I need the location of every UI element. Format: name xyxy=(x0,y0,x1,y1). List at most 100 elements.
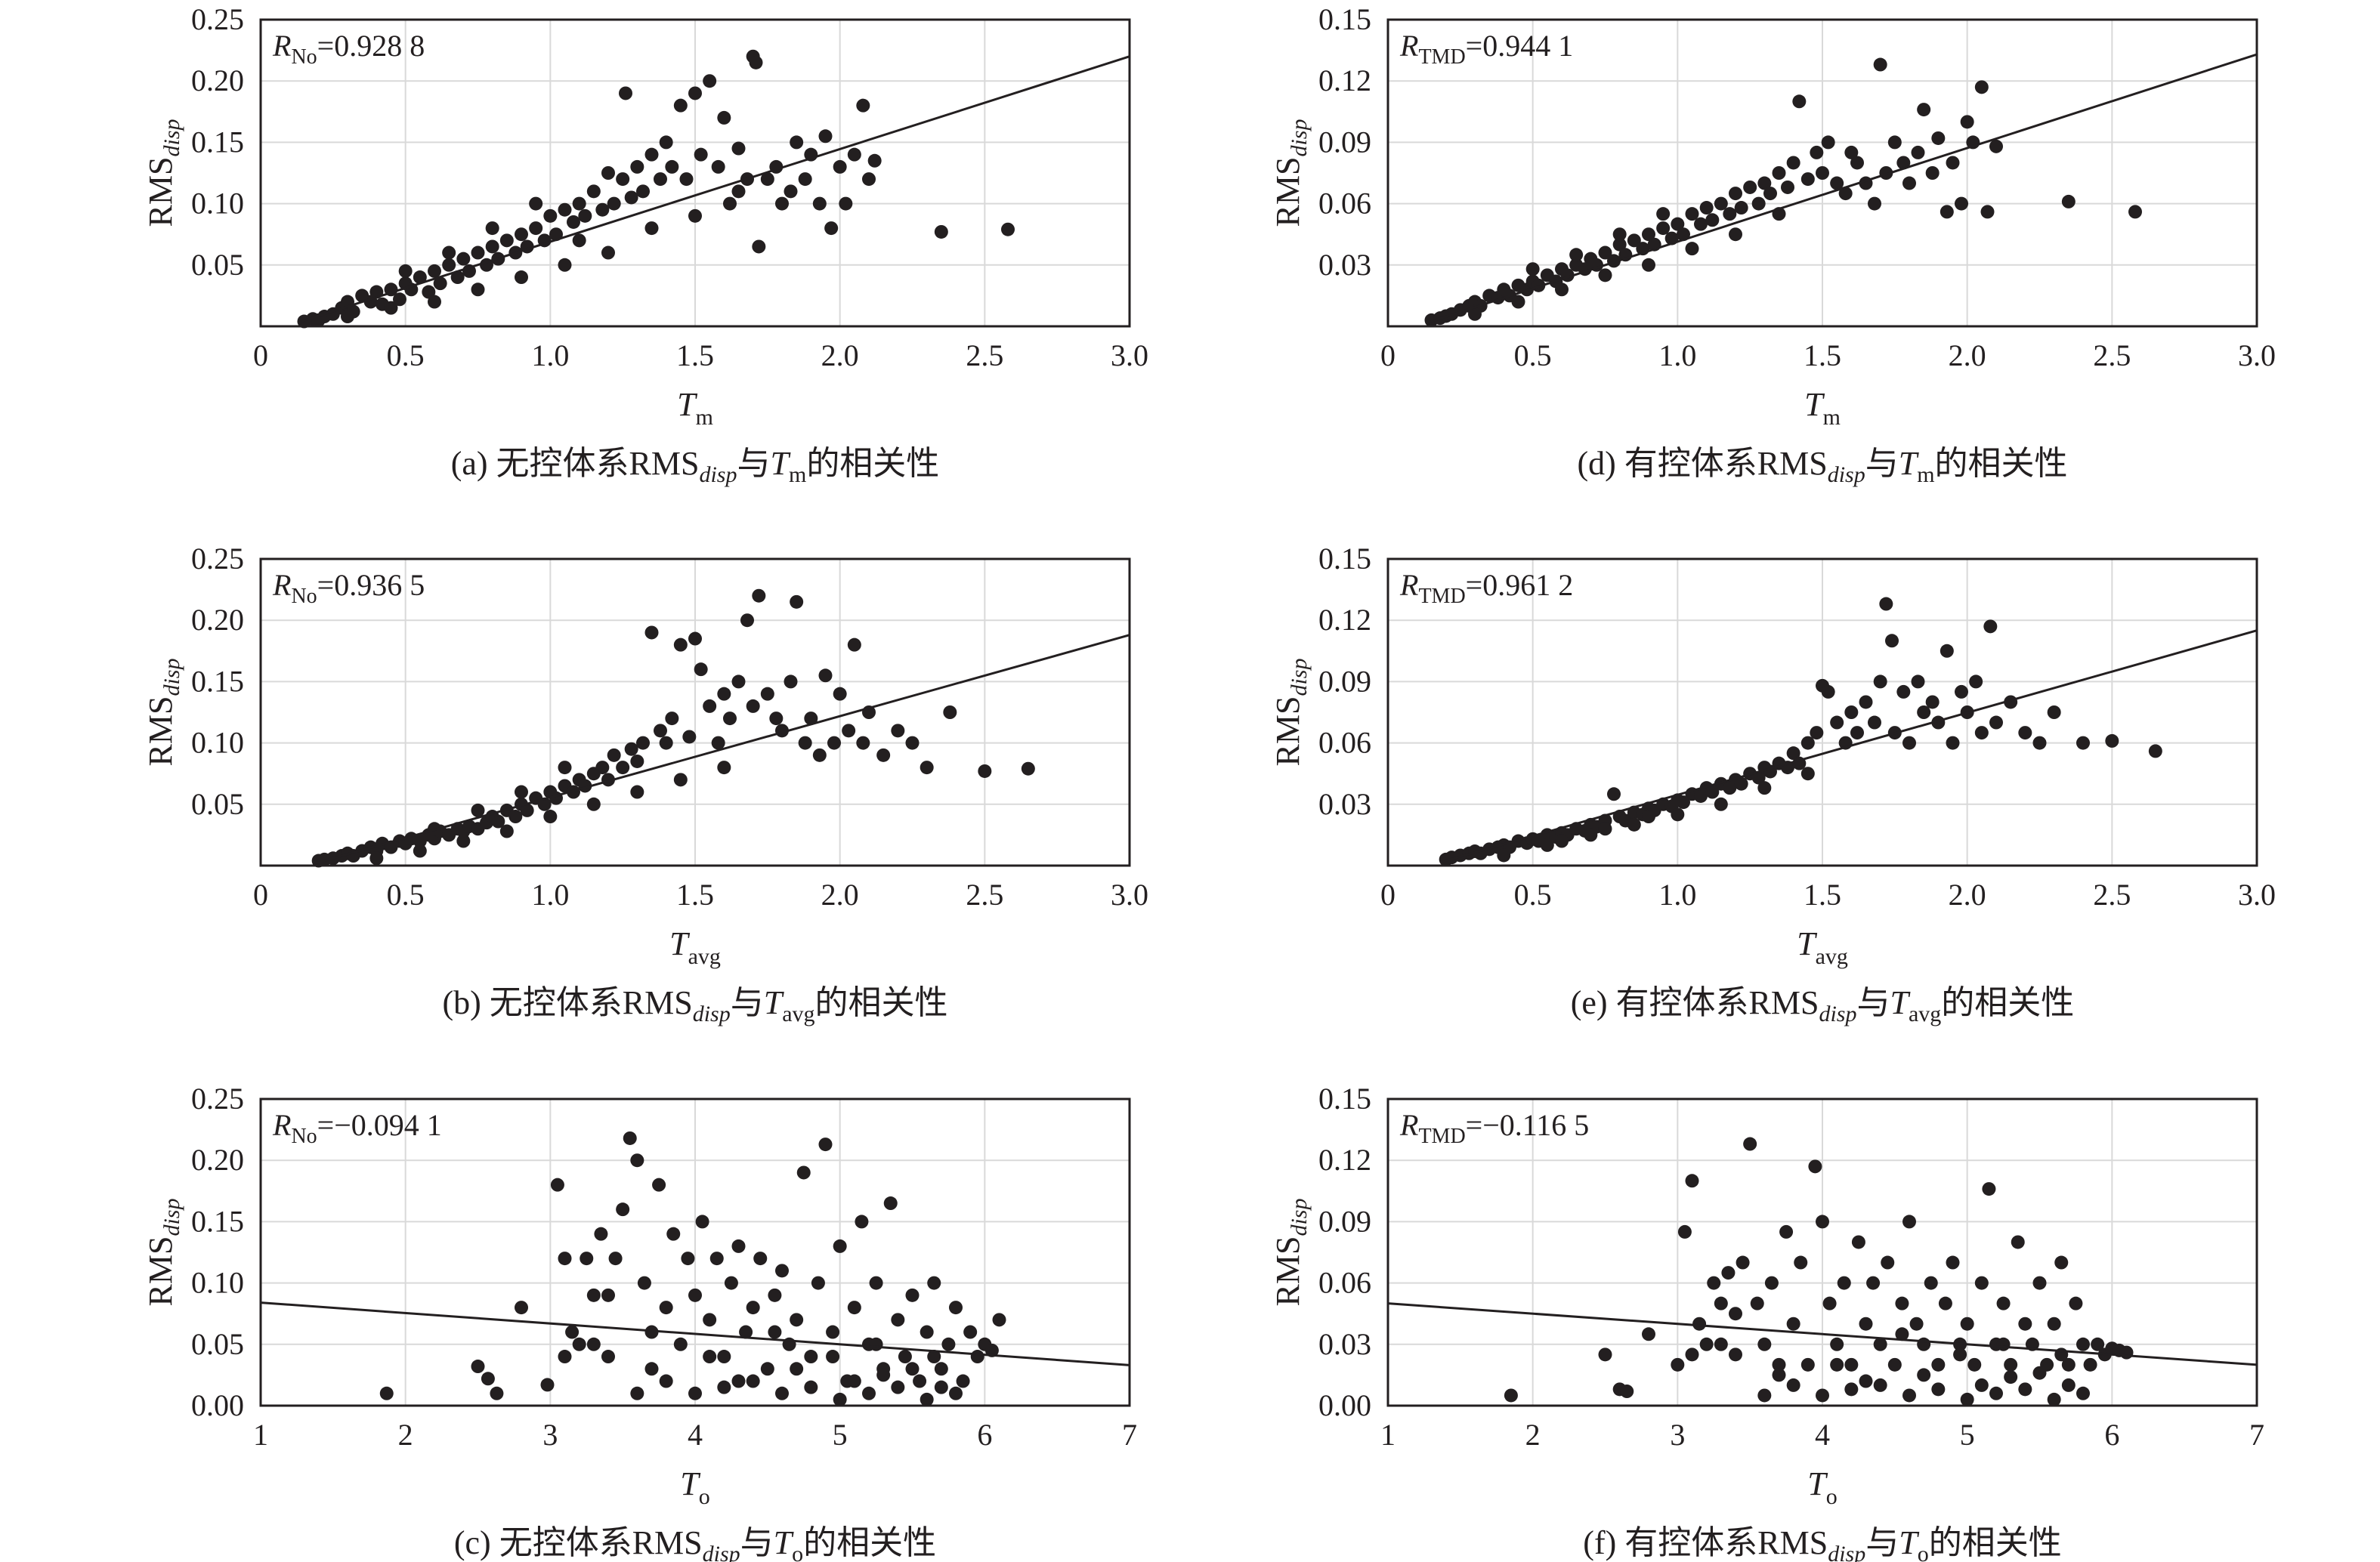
data-point xyxy=(703,74,717,88)
data-point xyxy=(847,1301,861,1315)
data-point xyxy=(1983,619,1998,634)
data-point xyxy=(1800,767,1815,781)
data-point xyxy=(746,1374,760,1388)
x-tick-label: 2.5 xyxy=(966,878,1003,912)
data-point xyxy=(1786,156,1800,170)
data-point xyxy=(673,773,688,787)
data-point xyxy=(826,1325,840,1339)
data-point xyxy=(1830,1357,1844,1372)
panel-caption: (a) 无控体系RMSdisp与Tm的相关性 xyxy=(451,445,940,487)
y-tick-label: 0.06 xyxy=(1318,187,1371,221)
data-point xyxy=(616,1202,630,1217)
data-point xyxy=(1800,736,1815,750)
fit-line xyxy=(301,55,1130,323)
data-point xyxy=(694,662,708,677)
data-point xyxy=(703,699,717,713)
data-point xyxy=(1723,207,1737,221)
fit-line xyxy=(260,1301,1130,1366)
data-point xyxy=(920,761,934,775)
data-point xyxy=(1816,1215,1829,1229)
data-point xyxy=(1001,222,1015,236)
x-tick-label: 4 xyxy=(1815,1418,1830,1452)
data-point xyxy=(499,233,514,248)
y-axis-label: RMSdisp xyxy=(1269,659,1312,767)
data-point xyxy=(623,1131,637,1145)
y-tick-label: 0.12 xyxy=(1318,63,1371,97)
data-point xyxy=(1830,1337,1844,1351)
data-point xyxy=(688,631,702,646)
x-tick-label: 3.0 xyxy=(2238,338,2276,372)
x-tick-label: 0 xyxy=(253,338,268,372)
data-point xyxy=(1671,217,1685,231)
data-point xyxy=(1786,1317,1800,1331)
data-point xyxy=(2091,1337,2105,1351)
data-point xyxy=(694,147,708,162)
data-point xyxy=(630,1153,644,1168)
fit-line xyxy=(315,634,1130,865)
y-tick-label: 0.20 xyxy=(191,63,244,97)
x-tick-label: 3.0 xyxy=(1111,338,1148,372)
x-tick-label: 6 xyxy=(977,1418,992,1452)
data-point xyxy=(384,301,398,315)
data-point xyxy=(1714,797,1728,811)
data-point xyxy=(1895,1296,1909,1310)
data-point xyxy=(2054,1255,2069,1270)
data-point xyxy=(369,851,384,866)
data-point xyxy=(1902,1215,1916,1229)
data-point xyxy=(1989,139,2003,153)
data-point xyxy=(442,245,456,260)
data-point xyxy=(1677,1224,1692,1239)
data-point xyxy=(1969,674,1983,689)
data-point xyxy=(567,215,580,229)
data-point xyxy=(739,1325,753,1339)
data-point xyxy=(665,712,679,726)
data-point xyxy=(824,221,839,236)
data-point xyxy=(1721,1266,1736,1280)
x-tick-label: 5 xyxy=(833,1418,848,1452)
data-point xyxy=(644,221,659,236)
data-point xyxy=(1729,227,1742,242)
data-point xyxy=(883,1196,898,1211)
data-point xyxy=(601,166,615,180)
data-point xyxy=(688,1288,702,1302)
data-point xyxy=(1887,1357,1902,1372)
data-point xyxy=(963,1325,978,1339)
data-point xyxy=(749,55,763,69)
data-point xyxy=(2018,726,2032,740)
data-point xyxy=(428,295,441,309)
data-point xyxy=(616,172,630,187)
data-point xyxy=(768,1288,782,1302)
x-axis-label: To xyxy=(680,1465,709,1509)
data-point xyxy=(1911,674,1925,689)
data-point xyxy=(796,1165,811,1180)
data-point xyxy=(654,172,667,187)
data-point xyxy=(1685,1347,1699,1362)
data-point xyxy=(970,1350,984,1364)
data-point xyxy=(1504,1388,1518,1403)
data-point xyxy=(731,1374,746,1388)
data-point xyxy=(1917,1337,1931,1351)
x-tick-label: 2 xyxy=(1525,1418,1541,1452)
x-tick-label: 4 xyxy=(688,1418,703,1452)
data-point xyxy=(1938,1296,1952,1310)
y-tick-label: 0.15 xyxy=(1318,2,1371,36)
data-point xyxy=(984,1343,999,1357)
x-tick-label: 1 xyxy=(1380,1418,1396,1452)
data-point xyxy=(594,1227,608,1241)
data-point xyxy=(1974,80,1989,94)
data-point xyxy=(905,736,920,750)
data-point xyxy=(1931,1357,1946,1372)
correlation-label: RNo=−0.094 1 xyxy=(272,1108,442,1148)
data-point xyxy=(515,227,528,242)
data-point xyxy=(413,270,427,285)
data-point xyxy=(1757,176,1772,190)
data-point xyxy=(1960,115,1974,129)
data-point xyxy=(833,1239,847,1253)
data-point xyxy=(1917,1368,1931,1382)
data-point xyxy=(717,687,731,701)
data-point xyxy=(1896,684,1911,699)
data-point xyxy=(1555,282,1569,297)
data-point xyxy=(1685,207,1699,221)
data-point xyxy=(2076,1337,2090,1351)
y-tick-label: 0.05 xyxy=(191,787,244,821)
